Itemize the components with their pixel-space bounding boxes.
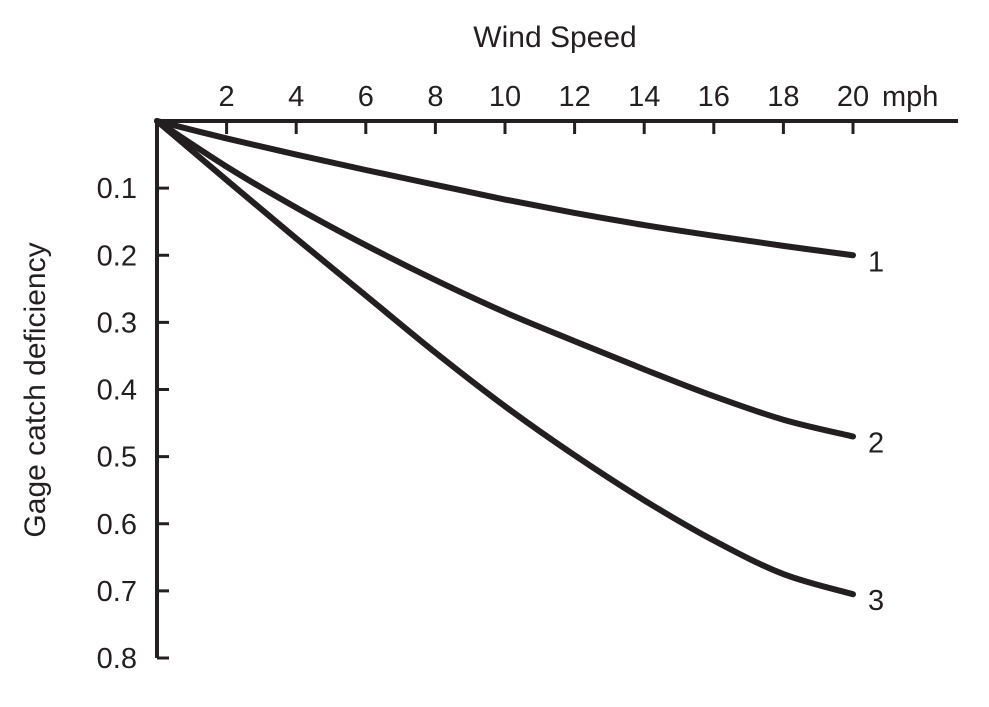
y-tick-label: 0.5	[97, 442, 137, 474]
series-1-curve	[154, 118, 856, 259]
x-axis-title: Wind Speed	[473, 21, 636, 54]
y-tick-label: 0.6	[97, 509, 137, 541]
y-ticks: 0.1 0.2 0.3 0.4 0.5 0.6 0.7 0.8	[97, 173, 169, 675]
y-tick-label: 0.1	[97, 173, 137, 205]
x-ticks: 2 4 6 8 10 12 14 16 18 20	[219, 81, 869, 134]
x-tick-label: 18	[767, 81, 799, 113]
y-tick-label: 0.3	[97, 307, 137, 339]
x-axis-unit: mph	[882, 81, 938, 113]
x-tick-label: 16	[698, 81, 730, 113]
y-tick-label: 0.4	[97, 375, 137, 407]
axes	[155, 119, 958, 658]
x-tick-label: 2	[219, 81, 235, 113]
series-2-curve	[154, 118, 856, 440]
x-tick-label: 8	[427, 81, 443, 113]
x-tick-label: 20	[837, 81, 869, 113]
x-tick-label: 10	[489, 81, 521, 113]
series-3-curve	[154, 118, 856, 598]
series-1-label: 1	[868, 246, 884, 278]
series-3-label: 3	[868, 585, 884, 617]
series-labels: 1 2 3	[868, 246, 884, 617]
y-tick-label: 0.8	[97, 643, 137, 675]
x-tick-label: 12	[558, 81, 590, 113]
series-curves	[154, 118, 856, 598]
y-tick-label: 0.7	[97, 576, 137, 608]
x-tick-label: 6	[358, 81, 374, 113]
series-2-label: 2	[868, 427, 884, 459]
x-tick-label: 4	[288, 81, 304, 113]
x-tick-label: 14	[628, 81, 660, 113]
y-tick-label: 0.2	[97, 240, 137, 272]
y-axis-title: Gage catch deficiency	[19, 242, 52, 537]
